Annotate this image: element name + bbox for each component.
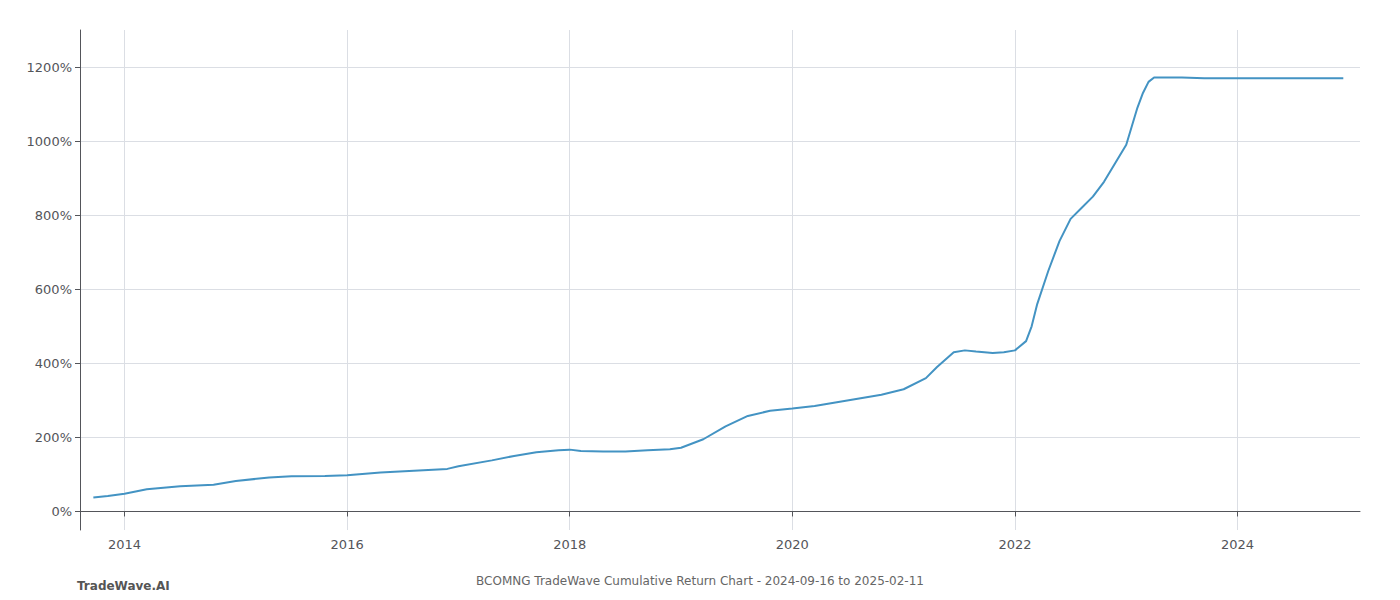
svg-text:2014: 2014 bbox=[108, 537, 141, 552]
svg-text:TradeWave.AI: TradeWave.AI bbox=[77, 579, 170, 593]
svg-text:1000%: 1000% bbox=[27, 134, 72, 149]
svg-text:800%: 800% bbox=[35, 208, 72, 223]
svg-text:2022: 2022 bbox=[998, 537, 1031, 552]
svg-text:2018: 2018 bbox=[553, 537, 586, 552]
svg-text:2024: 2024 bbox=[1221, 537, 1254, 552]
svg-text:1200%: 1200% bbox=[27, 60, 72, 75]
svg-text:600%: 600% bbox=[35, 282, 72, 297]
svg-text:200%: 200% bbox=[35, 430, 72, 445]
svg-text:400%: 400% bbox=[35, 356, 72, 371]
svg-text:0%: 0% bbox=[51, 504, 72, 519]
svg-text:2016: 2016 bbox=[331, 537, 364, 552]
svg-text:2020: 2020 bbox=[776, 537, 809, 552]
svg-text:BCOMNG TradeWave Cumulative Re: BCOMNG TradeWave Cumulative Return Chart… bbox=[476, 574, 924, 588]
